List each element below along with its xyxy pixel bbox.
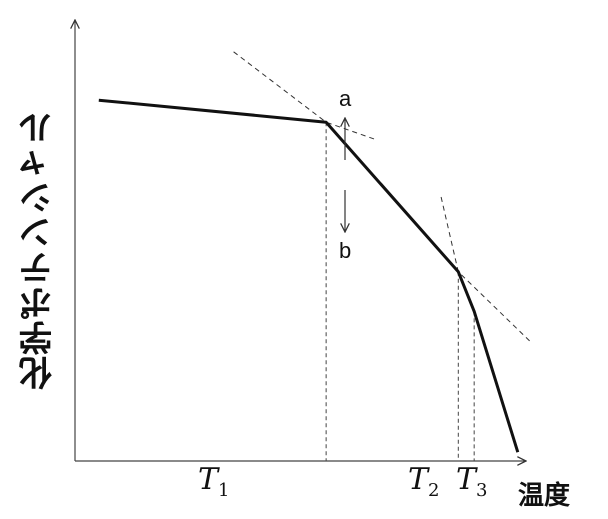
series-line-0	[98, 98, 520, 453]
y-axis-label: 化学ポテンシャル	[19, 110, 59, 390]
tick-label-t1: T1	[198, 462, 230, 501]
tangent-line-0	[233, 51, 377, 141]
annotation-b: b	[339, 238, 352, 263]
tick-label-t3: T3	[456, 462, 488, 501]
tick-label-t2: T2	[408, 462, 440, 501]
annotation-a: a	[339, 86, 352, 111]
x-axis-label: 温度	[518, 481, 571, 511]
